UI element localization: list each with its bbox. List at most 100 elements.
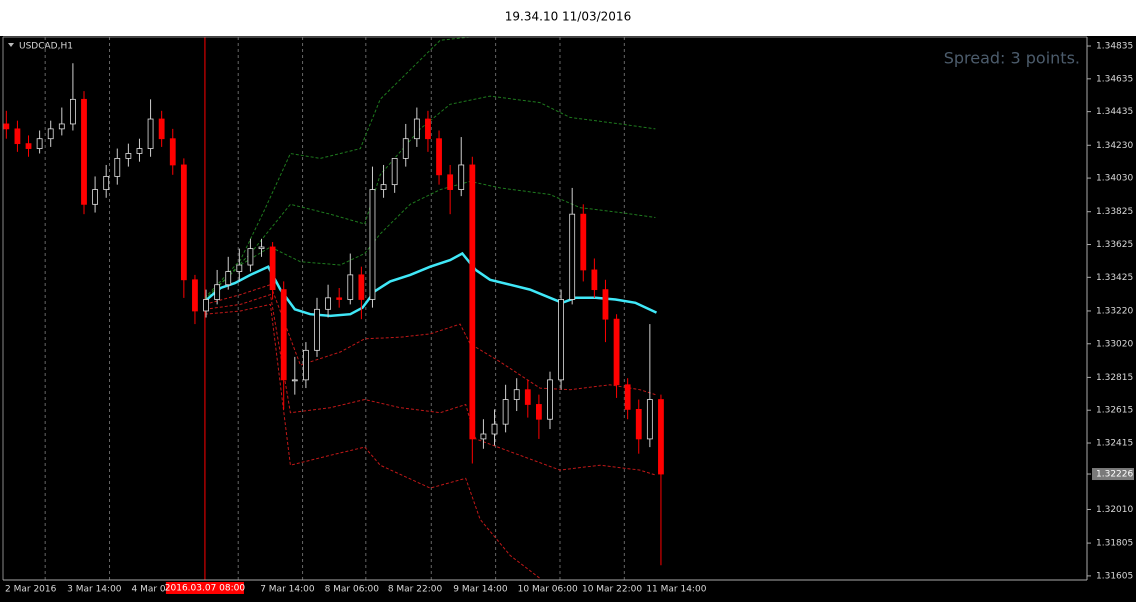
y-tick-label: 1.32615 — [1096, 406, 1133, 416]
candle-body — [613, 318, 620, 386]
candle-body — [569, 213, 576, 300]
candle-body — [458, 164, 465, 190]
candle-body — [413, 118, 420, 140]
candle-body — [535, 404, 542, 420]
y-tick-label: 1.32415 — [1096, 439, 1133, 449]
symbol-label: USDCAD,H1 — [19, 42, 73, 52]
header-title: 19.34.10 11/03/2016 — [505, 10, 631, 24]
candle-body — [169, 138, 176, 166]
y-tick-label: 1.33825 — [1096, 207, 1133, 217]
candle-body — [380, 184, 387, 190]
x-tick-label: 7 Mar 14:00 — [260, 585, 315, 595]
candle-body — [291, 379, 298, 382]
candle-body — [58, 123, 65, 130]
x-tick-label: 10 Mar 22:00 — [582, 585, 642, 595]
y-tick-label: 1.32815 — [1096, 373, 1133, 383]
candle-body — [125, 153, 132, 159]
candle-body — [513, 389, 520, 400]
candle-body — [280, 289, 287, 381]
x-tick-label: 10 Mar 06:00 — [518, 585, 578, 595]
y-tick-label: 1.32010 — [1096, 505, 1133, 515]
plot-area — [3, 36, 664, 580]
candle-body — [136, 148, 143, 154]
candle-body — [14, 128, 21, 145]
candle-body — [469, 164, 476, 440]
x-tick-label: 11 Mar 14:00 — [646, 585, 706, 595]
y-tick-label: 1.33425 — [1096, 273, 1133, 283]
candle-body — [69, 98, 76, 125]
candle-body — [103, 176, 110, 190]
candle-body — [547, 379, 553, 420]
y-tick-label: 1.34435 — [1096, 107, 1133, 117]
candle-body — [402, 138, 409, 159]
candle-body — [391, 157, 398, 186]
y-tick-label: 1.34230 — [1096, 141, 1133, 151]
y-tick-label: 1.34030 — [1096, 174, 1133, 184]
candle-body — [658, 399, 664, 475]
candle-body — [47, 128, 54, 140]
candle-body — [114, 157, 121, 177]
candle-body — [558, 299, 564, 381]
indicator-line — [204, 95, 656, 300]
y-tick-label: 1.34835 — [1096, 42, 1133, 52]
candle-body — [236, 264, 243, 272]
marker-label: 2016.03.07 08:00 — [165, 584, 246, 594]
current-price-box — [1092, 468, 1134, 481]
candle-body — [203, 299, 209, 312]
x-tick-label: 3 Mar 14:00 — [67, 585, 122, 595]
candle-body — [580, 213, 587, 271]
x-tick-label: 2 Mar 2016 — [5, 585, 57, 595]
candle-body — [158, 118, 165, 140]
candle-body — [92, 189, 98, 205]
candle-body — [624, 384, 631, 410]
candle-body — [502, 399, 509, 425]
y-tick-label: 1.33220 — [1096, 306, 1133, 316]
indicator-line — [204, 303, 541, 579]
candle-body — [247, 248, 254, 266]
chart-background — [0, 36, 1136, 602]
indicator-line — [204, 36, 471, 299]
candle-body — [81, 98, 87, 205]
y-tick-label: 1.34635 — [1096, 74, 1133, 84]
candle-body — [180, 164, 187, 281]
candle-body — [635, 408, 642, 440]
indicator-line — [204, 180, 656, 300]
x-tick-label: 8 Mar 06:00 — [325, 585, 380, 595]
candle-body — [347, 274, 354, 300]
y-tick-label: 1.31605 — [1096, 571, 1133, 581]
candle-body — [192, 279, 198, 312]
candle-body — [646, 399, 653, 440]
header-bar — [0, 0, 1136, 36]
spread-label: Spread: 3 points. — [944, 49, 1080, 68]
x-tick-label: 8 Mar 22:00 — [388, 585, 443, 595]
candle-body — [314, 308, 320, 351]
x-tick-label: 4 Mar 06:00 — [132, 585, 187, 595]
candle-body — [25, 143, 32, 149]
candle-body — [524, 389, 531, 405]
candle-body — [325, 297, 331, 310]
y-tick-label: 1.33020 — [1096, 339, 1133, 349]
candle-body — [447, 174, 454, 190]
candle-body — [336, 297, 343, 300]
current-price-label: 1.32226 — [1096, 470, 1133, 480]
candle-body — [480, 433, 487, 440]
candle-body — [302, 349, 309, 381]
candle-body — [225, 271, 232, 286]
symbol-menu-icon[interactable] — [8, 43, 14, 47]
indicator-line — [204, 293, 656, 476]
candle-body — [591, 269, 598, 291]
candle-body — [258, 246, 265, 250]
candle-body — [425, 118, 431, 140]
candle-body — [269, 246, 276, 291]
candle-body — [436, 138, 442, 176]
candle-body — [358, 274, 365, 300]
candle-body — [36, 138, 43, 149]
marker-label-box — [165, 582, 244, 594]
candle-body — [369, 189, 376, 300]
candle-body — [214, 284, 221, 300]
y-tick-label: 1.33625 — [1096, 240, 1133, 250]
candle-body — [147, 118, 154, 149]
candle-body — [602, 289, 609, 320]
